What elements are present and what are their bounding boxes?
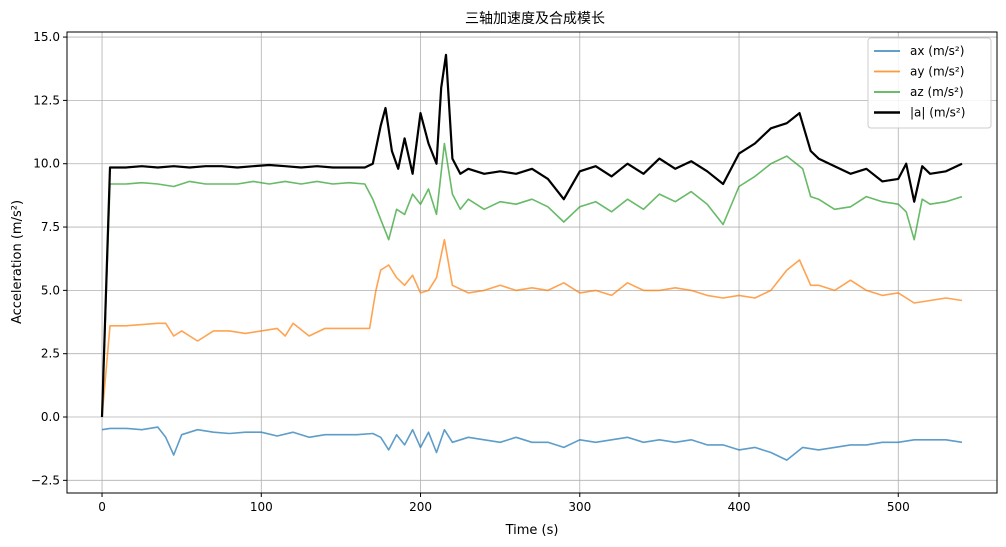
y-axis-label: Acceleration (m/s²) bbox=[10, 200, 25, 324]
x-tick-label: 500 bbox=[887, 500, 910, 514]
x-axis-label: Time (s) bbox=[505, 523, 559, 538]
legend-label: az (m/s²) bbox=[910, 85, 964, 99]
series-line-4 bbox=[100, 53, 963, 418]
legend-box bbox=[867, 37, 992, 129]
legend-label: ay (m/s²) bbox=[910, 65, 964, 79]
x-tick-label: 100 bbox=[250, 500, 273, 514]
y-tick-label: 5.0 bbox=[41, 283, 60, 297]
y-tick-label: 2.5 bbox=[41, 347, 60, 361]
x-tick-label: 400 bbox=[728, 500, 751, 514]
series-line-2 bbox=[101, 238, 963, 418]
series-line-3 bbox=[101, 142, 963, 418]
chart-title: 三轴加速度及合成模长 bbox=[465, 11, 605, 27]
y-tick-label: 15.0 bbox=[33, 30, 60, 44]
y-tick-label: −2.5 bbox=[31, 473, 60, 487]
legend-label: ax (m/s²) bbox=[910, 44, 964, 58]
gridlines bbox=[67, 32, 997, 493]
ticks: 0 100 200 300 400 500 −2.5 0.0 2.5 5.0 7.5 10.0 12.5… bbox=[31, 30, 910, 514]
plot-frame bbox=[66, 31, 998, 494]
y-tick-label: 7.5 bbox=[41, 220, 60, 234]
x-tick-label: 0 bbox=[98, 500, 106, 514]
legend-label: |a| (m/s²) bbox=[910, 106, 965, 120]
y-tick-label: 0.0 bbox=[41, 410, 60, 424]
series-line-1 bbox=[101, 426, 963, 461]
legend: ax (m/s²) ay (m/s²) az (m/s²) |a| (m/s²) bbox=[867, 37, 992, 129]
series-layer bbox=[100, 53, 963, 461]
y-tick-label: 10.0 bbox=[33, 157, 60, 171]
x-tick-label: 300 bbox=[568, 500, 591, 514]
x-tick-label: 200 bbox=[409, 500, 432, 514]
y-tick-label: 12.5 bbox=[33, 93, 60, 107]
